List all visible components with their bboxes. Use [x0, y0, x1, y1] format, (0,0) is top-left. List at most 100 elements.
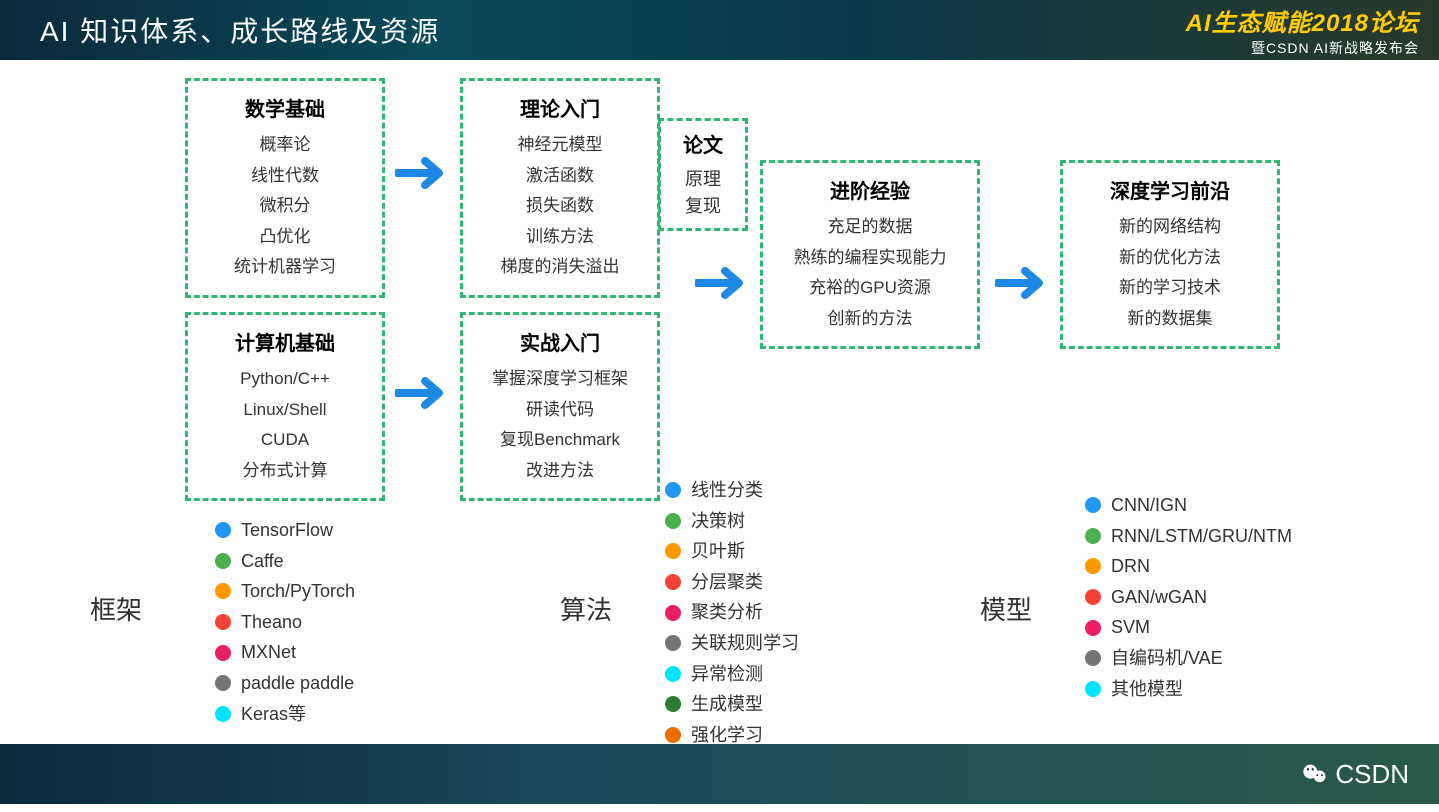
- bullet-item: 关联规则学习: [665, 628, 799, 659]
- bullet-text: Torch/PyTorch: [241, 576, 355, 607]
- bullet-text: 其他模型: [1111, 674, 1183, 705]
- box-item: 充裕的GPU资源: [783, 273, 957, 304]
- bullet-dot: [215, 614, 231, 630]
- box-item: 训练方法: [483, 222, 637, 253]
- bullet-text: 自编码机/VAE: [1111, 643, 1223, 674]
- box-item: Python/C++: [208, 364, 362, 395]
- bullet-text: Caffe: [241, 546, 284, 577]
- bullet-item: 自编码机/VAE: [1085, 643, 1292, 674]
- box-title: 实战入门: [483, 327, 637, 356]
- box-item: 创新的方法: [783, 304, 957, 335]
- box-item: 线性代数: [208, 161, 362, 192]
- bullet-item: Torch/PyTorch: [215, 576, 355, 607]
- bullet-dot: [665, 696, 681, 712]
- event-subtitle: 暨CSDN AI新战略发布会: [1186, 38, 1419, 58]
- bullet-dot: [215, 675, 231, 691]
- box-item: 充足的数据: [783, 212, 957, 243]
- arrow-3: [995, 260, 1051, 315]
- bullet-dot: [1085, 589, 1101, 605]
- box-title: 数学基础: [208, 93, 362, 122]
- bullet-dot: [1085, 681, 1101, 697]
- box-cs: 计算机基础Python/C++Linux/ShellCUDA分布式计算: [185, 312, 385, 501]
- bullet-list-models: CNN/IGNRNN/LSTM/GRU/NTMDRNGAN/wGANSVM自编码…: [1085, 490, 1292, 704]
- box-item: 原理: [673, 166, 733, 193]
- arrow-0: [395, 150, 451, 205]
- bullet-text: Keras等: [241, 699, 306, 730]
- box-title: 理论入门: [483, 93, 637, 122]
- bullet-item: 生成模型: [665, 689, 799, 720]
- box-item: 统计机器学习: [208, 252, 362, 283]
- bullet-list-frameworks: TensorFlowCaffeTorch/PyTorchTheanoMXNetp…: [215, 515, 355, 729]
- bullet-dot: [215, 553, 231, 569]
- box-item: 激活函数: [483, 161, 637, 192]
- bullet-dot: [665, 513, 681, 529]
- bullet-text: 贝叶斯: [691, 536, 745, 567]
- bullet-item: 决策树: [665, 506, 799, 537]
- bullet-item: MXNet: [215, 637, 355, 668]
- event-logo: AI生态赋能2018论坛: [1186, 3, 1419, 38]
- bullet-item: 分层聚类: [665, 567, 799, 598]
- wechat-icon: [1301, 760, 1329, 788]
- box-item: 凸优化: [208, 222, 362, 253]
- box-theory: 理论入门神经元模型激活函数损失函数训练方法梯度的消失溢出: [460, 78, 660, 298]
- box-item: 微积分: [208, 191, 362, 222]
- section-label-frameworks: 框架: [90, 590, 142, 627]
- bullet-item: GAN/wGAN: [1085, 582, 1292, 613]
- box-item: 掌握深度学习框架: [483, 364, 637, 395]
- footer-brand-text: CSDN: [1335, 759, 1409, 790]
- box-frontier: 深度学习前沿新的网络结构新的优化方法新的学习技术新的数据集: [1060, 160, 1280, 349]
- bullet-dot: [665, 482, 681, 498]
- bullet-dot: [215, 706, 231, 722]
- bullet-text: GAN/wGAN: [1111, 582, 1207, 613]
- bullet-dot: [665, 727, 681, 743]
- arrow-1: [395, 370, 451, 425]
- bullet-item: DRN: [1085, 551, 1292, 582]
- diagram-content: 数学基础概率论线性代数微积分凸优化统计机器学习计算机基础Python/C++Li…: [0, 60, 1439, 744]
- bullet-item: paddle paddle: [215, 668, 355, 699]
- footer-bar: CSDN: [0, 744, 1439, 804]
- bullet-dot: [665, 635, 681, 651]
- box-item: 损失函数: [483, 191, 637, 222]
- bullet-dot: [665, 543, 681, 559]
- bullet-dot: [215, 583, 231, 599]
- bullet-item: 异常检测: [665, 659, 799, 690]
- arrow-2: [695, 260, 751, 315]
- box-practice: 实战入门掌握深度学习框架研读代码复现Benchmark改进方法: [460, 312, 660, 501]
- section-label-models: 模型: [980, 590, 1032, 627]
- bullet-dot: [665, 666, 681, 682]
- box-paper: 论文原理复现: [658, 118, 748, 231]
- bullet-item: TensorFlow: [215, 515, 355, 546]
- box-item: 新的优化方法: [1083, 243, 1257, 274]
- box-item: 改进方法: [483, 456, 637, 487]
- bullet-text: 线性分类: [691, 475, 763, 506]
- bullet-dot: [1085, 558, 1101, 574]
- bullet-dot: [215, 522, 231, 538]
- bullet-text: 分层聚类: [691, 567, 763, 598]
- bullet-text: SVM: [1111, 612, 1150, 643]
- bullet-text: TensorFlow: [241, 515, 333, 546]
- box-item: 梯度的消失溢出: [483, 252, 637, 283]
- bullet-dot: [665, 605, 681, 621]
- bullet-dot: [1085, 650, 1101, 666]
- bullet-text: MXNet: [241, 637, 296, 668]
- bullet-item: 贝叶斯: [665, 536, 799, 567]
- box-title: 进阶经验: [783, 175, 957, 204]
- bullet-text: CNN/IGN: [1111, 490, 1187, 521]
- footer-brand: CSDN: [1301, 759, 1409, 790]
- bullet-item: 线性分类: [665, 475, 799, 506]
- header-branding: AI生态赋能2018论坛 暨CSDN AI新战略发布会: [1186, 3, 1419, 58]
- bullet-item: CNN/IGN: [1085, 490, 1292, 521]
- bullet-text: 异常检测: [691, 659, 763, 690]
- box-item: Linux/Shell: [208, 395, 362, 426]
- box-title: 计算机基础: [208, 327, 362, 356]
- bullet-item: RNN/LSTM/GRU/NTM: [1085, 521, 1292, 552]
- bullet-item: 聚类分析: [665, 597, 799, 628]
- box-item: 神经元模型: [483, 130, 637, 161]
- bullet-text: 聚类分析: [691, 597, 763, 628]
- page-title: AI 知识体系、成长路线及资源: [40, 10, 440, 50]
- bullet-dot: [1085, 620, 1101, 636]
- bullet-dot: [1085, 497, 1101, 513]
- bullet-dot: [1085, 528, 1101, 544]
- box-item: 复现: [673, 193, 733, 220]
- bullet-text: paddle paddle: [241, 668, 354, 699]
